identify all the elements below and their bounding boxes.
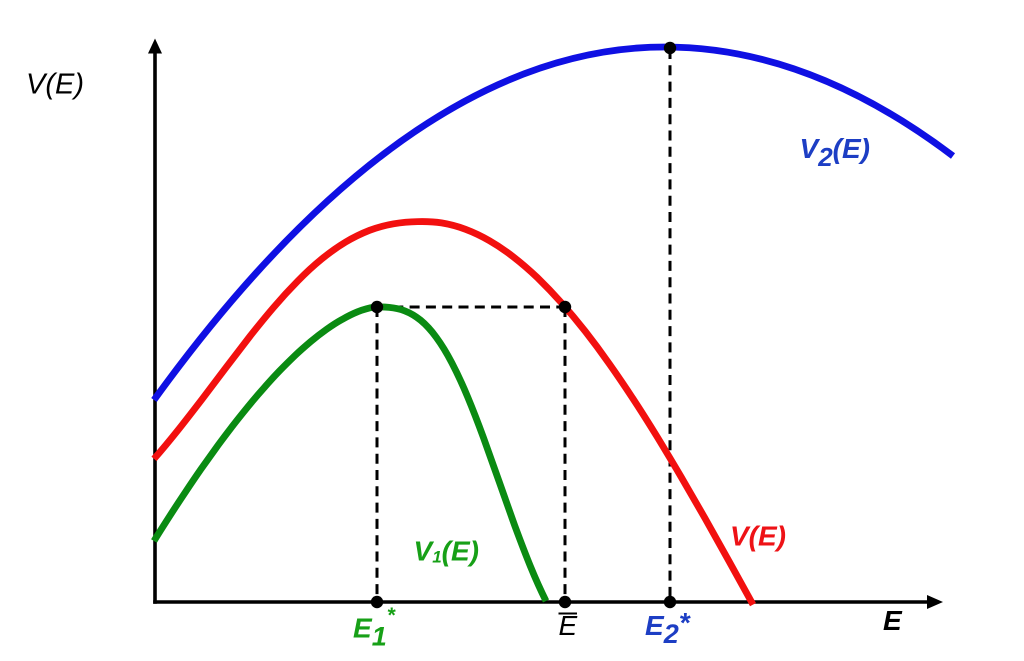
svg-text:V1(E): V1(E)	[414, 536, 479, 567]
svg-text:V(E): V(E)	[730, 521, 786, 552]
svg-text:V(E): V(E)	[26, 69, 84, 101]
svg-text:E: E	[559, 610, 578, 641]
svg-text:E: E	[883, 605, 903, 636]
